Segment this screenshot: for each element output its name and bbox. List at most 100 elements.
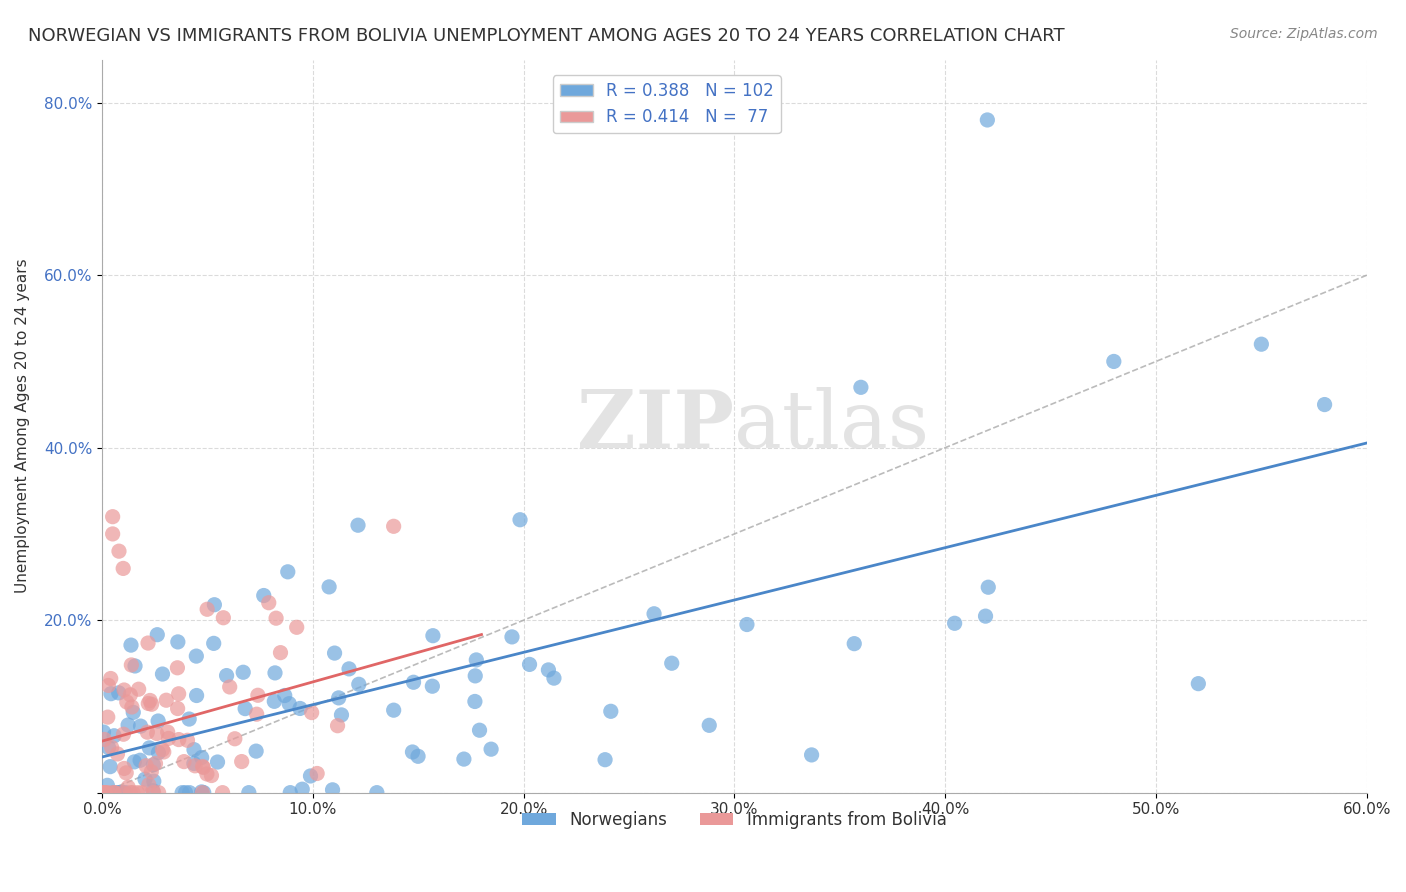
Point: [112, 762, 135, 776]
Point: [93, 786, 115, 800]
Point: [593, 753, 616, 767]
Point: [179, 712, 201, 726]
Point: [108, 544, 131, 558]
Point: [136, 725, 159, 739]
Point: [155, 693, 177, 707]
Point: [120, 688, 142, 702]
Point: [97, 678, 120, 692]
Point: [124, 755, 146, 769]
Point: [328, 690, 350, 705]
Point: [1250, 337, 1272, 351]
Point: [146, 714, 169, 728]
Point: [148, 786, 170, 800]
Point: [117, 780, 139, 795]
Point: [422, 679, 444, 693]
Point: [141, 764, 163, 779]
Point: [977, 580, 1000, 594]
Point: [195, 767, 218, 781]
Point: [697, 718, 720, 732]
Point: [299, 769, 322, 783]
Point: [142, 757, 165, 772]
Point: [661, 657, 683, 671]
Point: [103, 786, 125, 800]
Point: [382, 703, 405, 717]
Point: [193, 760, 215, 774]
Legend: Norwegians, Immigrants from Bolivia: Norwegians, Immigrants from Bolivia: [516, 805, 953, 836]
Point: [145, 756, 167, 771]
Point: [1102, 354, 1125, 368]
Point: [233, 701, 256, 715]
Point: [278, 697, 301, 711]
Point: [184, 759, 207, 773]
Point: [108, 786, 131, 800]
Point: [468, 723, 491, 738]
Point: [253, 589, 276, 603]
Point: [183, 742, 205, 756]
Point: [152, 745, 174, 759]
Point: [264, 665, 287, 680]
Point: [402, 675, 425, 690]
Point: [337, 662, 360, 676]
Point: [129, 753, 152, 767]
Point: [120, 786, 142, 800]
Point: [943, 616, 966, 631]
Point: [211, 786, 233, 800]
Point: [326, 719, 349, 733]
Point: [269, 646, 291, 660]
Point: [142, 786, 165, 800]
Point: [111, 786, 134, 800]
Point: [191, 786, 214, 800]
Point: [96, 778, 118, 792]
Point: [134, 772, 156, 786]
Point: [464, 694, 486, 708]
Point: [224, 731, 246, 746]
Point: [103, 729, 125, 743]
Point: [142, 783, 165, 797]
Point: [115, 765, 138, 780]
Point: [191, 759, 214, 773]
Point: [202, 598, 225, 612]
Point: [202, 636, 225, 650]
Text: atlas: atlas: [734, 387, 929, 465]
Point: [97, 740, 120, 755]
Point: [110, 786, 132, 800]
Point: [190, 785, 212, 799]
Point: [121, 786, 143, 800]
Point: [124, 659, 146, 673]
Point: [136, 636, 159, 650]
Point: [207, 755, 229, 769]
Point: [186, 649, 208, 664]
Point: [186, 689, 208, 703]
Point: [501, 630, 523, 644]
Point: [301, 706, 323, 720]
Point: [179, 786, 201, 800]
Point: [176, 733, 198, 747]
Point: [245, 744, 267, 758]
Point: [138, 778, 160, 792]
Point: [322, 782, 344, 797]
Point: [200, 768, 222, 782]
Point: [100, 740, 122, 755]
Point: [232, 665, 254, 680]
Text: Source: ZipAtlas.com: Source: ZipAtlas.com: [1230, 27, 1378, 41]
Point: [193, 786, 215, 800]
Point: [127, 786, 149, 800]
Point: [112, 727, 135, 741]
Point: [519, 657, 541, 672]
Point: [93, 786, 115, 800]
Point: [141, 698, 163, 712]
Point: [464, 669, 486, 683]
Point: [152, 742, 174, 756]
Point: [218, 680, 240, 694]
Point: [93, 725, 115, 739]
Point: [122, 706, 145, 720]
Text: ZIP: ZIP: [578, 387, 734, 465]
Point: [190, 750, 212, 764]
Point: [231, 755, 253, 769]
Point: [599, 704, 621, 718]
Point: [98, 759, 121, 773]
Point: [117, 718, 139, 732]
Point: [120, 638, 142, 652]
Point: [148, 746, 170, 760]
Point: [974, 609, 997, 624]
